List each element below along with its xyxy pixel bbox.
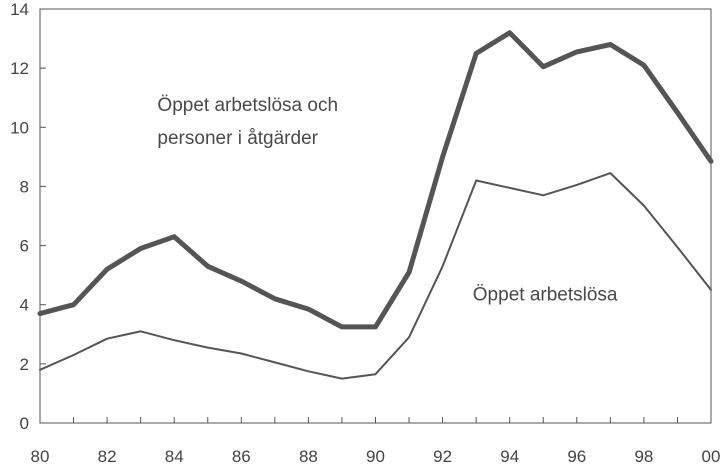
x-tick-label: 88 xyxy=(299,447,318,466)
x-tick-label: 96 xyxy=(567,447,586,466)
labels-layer: Öppet arbetslösa och personer i åtgärder Ö… xyxy=(157,95,618,305)
x-tick-label: 90 xyxy=(366,447,385,466)
y-tick-label: 6 xyxy=(20,237,29,256)
series-label-1: personer i åtgärder xyxy=(157,128,318,149)
axes: 0 2 4 6 8 10 12 14 80 82 84 86 88 90 92 94 96 98 00 xyxy=(10,0,720,466)
x-tick-label: 00 xyxy=(702,447,721,466)
x-tick-label: 94 xyxy=(500,447,519,466)
series-layer xyxy=(37,30,714,380)
y-tick-label: 4 xyxy=(20,296,29,315)
series-line-2 xyxy=(39,172,712,380)
y-tick-label: 0 xyxy=(20,414,29,433)
y-tick-label: 14 xyxy=(10,0,29,19)
x-tick-label: 92 xyxy=(433,447,452,466)
x-tick-label: 80 xyxy=(31,447,50,466)
series-line-1 xyxy=(37,30,714,330)
y-tick-label: 12 xyxy=(10,59,29,78)
x-tick-label: 82 xyxy=(98,447,117,466)
series-label-1: Öppet arbetslösa och xyxy=(157,95,338,116)
plot-frame xyxy=(39,8,712,424)
y-tick-label: 10 xyxy=(10,118,29,137)
y-tick-label: 2 xyxy=(20,355,29,374)
x-tick-label: 86 xyxy=(232,447,251,466)
x-tick-label: 98 xyxy=(634,447,653,466)
series-label-2: Öppet arbetslösa xyxy=(473,284,618,305)
x-tick-label: 84 xyxy=(165,447,184,466)
y-tick-label: 8 xyxy=(20,177,29,196)
